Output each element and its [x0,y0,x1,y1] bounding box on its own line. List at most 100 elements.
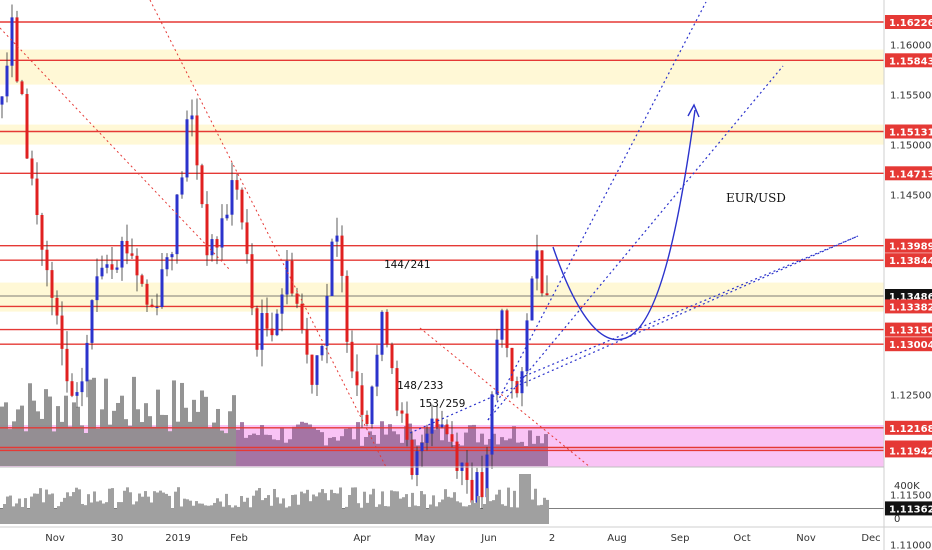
candle-body [405,413,409,440]
time-axis-label: Apr [353,533,371,544]
candle-body [370,386,374,425]
volume-profile-bar [180,382,184,466]
ascending-channel-mid [487,65,784,421]
volume-bar [525,474,528,524]
volume-bar [21,506,24,524]
volume-profile-bar [332,437,336,466]
annotation-label: 148/233 [397,379,443,392]
volume-profile-bar [140,422,144,466]
volume-bar [456,501,459,524]
volume-bar [306,489,309,524]
candle-body [495,339,499,395]
chart-texts: EUR/USD 144/241 148/233 153/259 [384,191,786,410]
volume-profile-bar [144,403,148,466]
candle-body [480,472,484,498]
volume-profile-bar [356,422,360,466]
candle-body [235,180,239,190]
candle-body [200,165,204,205]
candle-body [240,189,244,223]
candle-body [430,418,434,434]
volume-bar [411,492,414,524]
price-tag-label: 1.14713 [889,169,932,180]
time-axis-label: Nov [45,533,65,544]
volume-profile-bar [368,431,372,466]
price-tick-label: 1.16000 [890,41,931,52]
volume-profile-bar [64,395,68,466]
volume-bar [153,491,156,524]
annotation-label: 144/241 [384,258,430,271]
candle-body [210,239,214,256]
candle-body [260,313,264,350]
price-tag-label: 1.13382 [889,302,932,313]
price-tag-label: 1.15131 [889,128,932,139]
price-tag-label: 1.13150 [889,326,932,337]
volume-profile-bar [184,407,188,466]
volume-bar [30,496,33,524]
price-tag [885,501,932,516]
price-tag [885,322,932,337]
volume-profile-bar [532,443,536,466]
volume-bar [45,489,48,524]
volume-profile-bar [388,424,392,466]
time-axis-label: 2 [549,533,555,544]
volume-bar [522,474,525,524]
candle-body [125,240,129,254]
price-tag [885,443,932,458]
volume-profile-bar [476,442,480,466]
candle-body [35,178,39,216]
volume-bar [6,496,9,524]
volume-bar [234,505,237,524]
candle-body [540,250,544,294]
price-tick-label: 1.14500 [890,191,931,202]
candle-body [295,293,299,304]
volume-profile-bar [104,378,108,466]
volume-profile-bar [496,444,500,466]
volume-profile-bar [152,426,156,466]
candle-body [165,257,169,270]
price-tick-label: 1.11500 [890,491,931,502]
candle-body [120,240,124,268]
volume-bar [57,506,60,524]
volume-bar [453,492,456,524]
time-axis-label: May [415,533,436,544]
volume-profile-bar [80,425,84,466]
candle-body [500,310,504,340]
volume-profile-bar [320,432,324,466]
volume-profile-bar [168,431,172,466]
volume-profile-bar [508,438,512,466]
volume-bar [420,491,423,524]
volume-bar [180,506,183,524]
volume-profile-bar [212,422,216,466]
volume-bar [429,504,432,524]
volume-bar [321,489,324,524]
candle-body [455,441,459,471]
volume-bar [459,502,462,524]
volume-bar [336,493,339,524]
volume-profile-bar [240,422,244,466]
candle-body [365,414,369,425]
time-axis-label: 30 [111,533,124,544]
volume-bar [264,497,267,524]
candle-body [330,241,334,296]
volume-bar [198,503,201,524]
volume-profile-bar [224,433,228,466]
volume-bar [18,498,21,524]
volume-profile-bar [24,431,28,466]
volume-bar [474,503,477,524]
price-tag-label: 1.13989 [889,242,932,253]
volume-bar [300,491,303,524]
volume-profile-bar [48,396,52,466]
volume-bar [543,497,546,524]
volume-bar [51,493,54,524]
volume-bar [390,490,393,524]
price-tag [885,253,932,268]
candle-body [70,381,74,396]
volume-profile-bar [132,376,136,466]
volume-profile-bar [136,409,140,466]
volume-profile-bar [448,441,452,466]
descending-channel-line [0,27,231,271]
candle-body [395,368,399,411]
volume-bar [207,505,210,524]
